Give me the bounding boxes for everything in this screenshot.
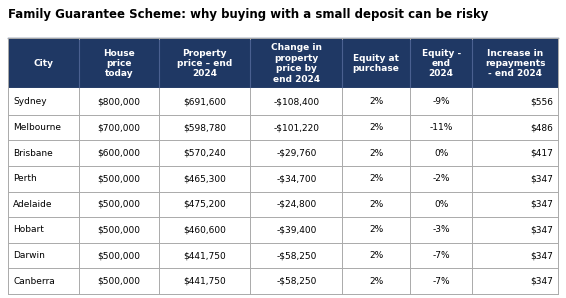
Text: 2%: 2% <box>369 277 383 286</box>
Text: $598,780: $598,780 <box>183 123 226 132</box>
Text: -$29,760: -$29,760 <box>276 149 316 158</box>
Bar <box>8 140 558 166</box>
Text: 2%: 2% <box>369 174 383 183</box>
Text: $570,240: $570,240 <box>183 149 226 158</box>
Bar <box>8 243 558 268</box>
Text: 2%: 2% <box>369 251 383 260</box>
Text: -$34,700: -$34,700 <box>276 174 316 183</box>
Text: -11%: -11% <box>430 123 453 132</box>
Text: Darwin: Darwin <box>13 251 45 260</box>
Text: -2%: -2% <box>432 174 450 183</box>
Text: -$58,250: -$58,250 <box>276 251 316 260</box>
Text: $417: $417 <box>530 149 553 158</box>
Text: Change in
property
price by
end 2024: Change in property price by end 2024 <box>271 44 322 84</box>
Text: $800,000: $800,000 <box>97 97 140 106</box>
Bar <box>8 268 558 294</box>
Text: Increase in
repayments
- end 2024: Increase in repayments - end 2024 <box>485 49 546 78</box>
Text: $465,300: $465,300 <box>183 174 226 183</box>
Text: $347: $347 <box>530 251 553 260</box>
Text: $347: $347 <box>530 200 553 209</box>
Text: $556: $556 <box>530 97 553 106</box>
Text: $691,600: $691,600 <box>183 97 226 106</box>
Text: $347: $347 <box>530 277 553 286</box>
Text: -$108,400: -$108,400 <box>273 97 319 106</box>
Text: 2%: 2% <box>369 149 383 158</box>
Text: $347: $347 <box>530 174 553 183</box>
Text: -7%: -7% <box>432 251 450 260</box>
Text: Property
price – end
2024: Property price – end 2024 <box>177 49 232 78</box>
Text: Sydney: Sydney <box>13 97 46 106</box>
Bar <box>8 217 558 243</box>
Text: $500,000: $500,000 <box>97 200 140 209</box>
Text: 2%: 2% <box>369 123 383 132</box>
Text: $347: $347 <box>530 226 553 235</box>
Bar <box>8 38 558 89</box>
Text: 0%: 0% <box>434 149 448 158</box>
Text: 0%: 0% <box>434 200 448 209</box>
Text: -3%: -3% <box>432 226 450 235</box>
Text: Perth: Perth <box>13 174 37 183</box>
Text: $441,750: $441,750 <box>183 251 226 260</box>
Text: 2%: 2% <box>369 97 383 106</box>
Text: 2%: 2% <box>369 226 383 235</box>
Text: Equity -
end
2024: Equity - end 2024 <box>422 49 461 78</box>
Text: $460,600: $460,600 <box>183 226 226 235</box>
Text: -7%: -7% <box>432 277 450 286</box>
Text: Hobart: Hobart <box>13 226 44 235</box>
Text: $600,000: $600,000 <box>97 149 140 158</box>
Text: City: City <box>33 59 53 68</box>
Text: $500,000: $500,000 <box>97 226 140 235</box>
Text: -$101,220: -$101,220 <box>273 123 319 132</box>
Text: $500,000: $500,000 <box>97 277 140 286</box>
Text: Equity at
purchase: Equity at purchase <box>353 54 400 73</box>
Text: $700,000: $700,000 <box>97 123 140 132</box>
Text: -$39,400: -$39,400 <box>276 226 316 235</box>
Text: $441,750: $441,750 <box>183 277 226 286</box>
Text: Adelaide: Adelaide <box>13 200 53 209</box>
Text: 2%: 2% <box>369 200 383 209</box>
Bar <box>8 166 558 192</box>
Bar <box>8 89 558 115</box>
Text: $500,000: $500,000 <box>97 174 140 183</box>
Text: $500,000: $500,000 <box>97 251 140 260</box>
Text: Melbourne: Melbourne <box>13 123 61 132</box>
Text: House
price
today: House price today <box>103 49 135 78</box>
Text: Canberra: Canberra <box>13 277 55 286</box>
Text: -$24,800: -$24,800 <box>276 200 316 209</box>
Text: -9%: -9% <box>432 97 450 106</box>
Text: Brisbane: Brisbane <box>13 149 53 158</box>
Text: -$58,250: -$58,250 <box>276 277 316 286</box>
Text: $486: $486 <box>530 123 553 132</box>
Bar <box>8 115 558 140</box>
Text: Family Guarantee Scheme: why buying with a small deposit can be risky: Family Guarantee Scheme: why buying with… <box>8 8 488 21</box>
Text: $475,200: $475,200 <box>183 200 226 209</box>
Bar <box>8 192 558 217</box>
